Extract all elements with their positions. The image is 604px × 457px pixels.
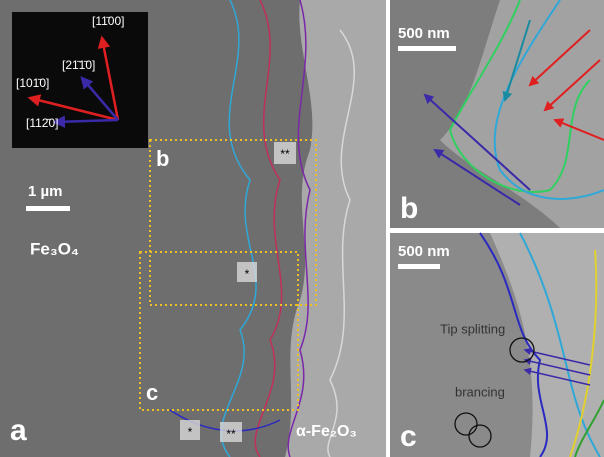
marker: **: [226, 427, 236, 441]
phase-label: Fe₃O₄: [30, 239, 79, 258]
marker: *: [245, 267, 250, 281]
box-label: b: [156, 146, 169, 171]
direction-label: [21̄1̄0]: [62, 58, 95, 72]
scale-bar-label: 1 µm: [28, 183, 63, 200]
annotation: Tip splitting: [440, 321, 505, 336]
phase-label: α-Fe₂O₃: [296, 423, 357, 440]
direction-label: [101̄0]: [16, 76, 49, 90]
scale-bar: [26, 206, 70, 211]
scale-bar: [398, 46, 456, 51]
panel-label: a: [10, 414, 27, 447]
figure: [11̄00] [21̄1̄0] [101̄0] [112̄0] 1 µm Fe…: [0, 0, 604, 457]
panel-label: b: [400, 192, 418, 225]
box-label: c: [146, 380, 158, 405]
scale-bar-label: 500 nm: [398, 25, 450, 42]
page: [11̄00] [21̄1̄0] [101̄0] [112̄0] 1 µm Fe…: [0, 0, 604, 457]
marker: **: [280, 147, 290, 161]
direction-label: [11̄00]: [92, 14, 124, 28]
scale-bar: [398, 264, 440, 269]
direction-label: [112̄0]: [26, 116, 58, 130]
panel-label: c: [400, 420, 417, 453]
marker: *: [188, 425, 193, 439]
scale-bar-label: 500 nm: [398, 243, 450, 260]
annotation: brancing: [455, 384, 505, 399]
